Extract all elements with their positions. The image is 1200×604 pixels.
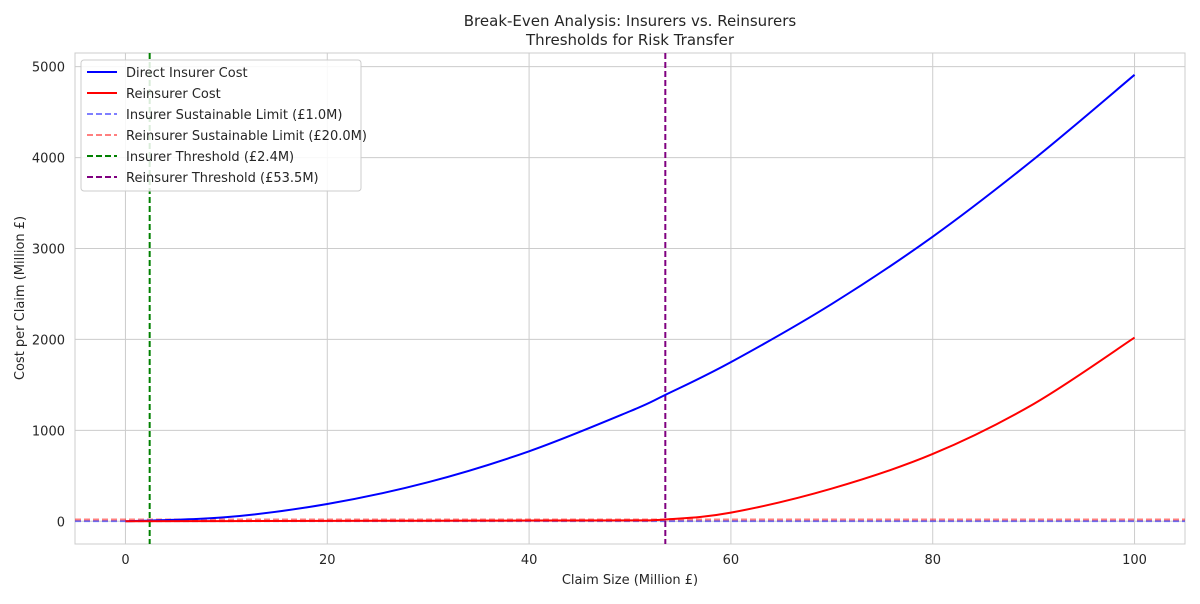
legend-label: Direct Insurer Cost — [126, 66, 248, 81]
x-tick-label: 80 — [924, 553, 941, 568]
x-tick-label: 40 — [521, 553, 538, 568]
y-tick-label: 5000 — [32, 61, 65, 76]
x-axis-label: Claim Size (Million £) — [562, 573, 698, 588]
y-tick-label: 4000 — [32, 152, 65, 167]
y-tick-label: 0 — [57, 515, 65, 530]
legend-label: Insurer Threshold (£2.4M) — [126, 150, 294, 165]
legend-box — [80, 59, 362, 192]
y-tick-label: 1000 — [32, 424, 65, 439]
x-tick-label: 60 — [723, 553, 740, 568]
legend-label: Reinsurer Sustainable Limit (£20.0M) — [126, 129, 367, 144]
y-axis-label: Cost per Claim (Million £) — [13, 216, 28, 380]
legend-label: Reinsurer Cost — [126, 87, 221, 102]
x-tick-label: 0 — [121, 553, 129, 568]
legend-label: Reinsurer Threshold (£53.5M) — [126, 171, 319, 186]
series-line — [125, 336, 1136, 523]
y-tick-label: 2000 — [32, 333, 65, 348]
series-line — [125, 74, 1136, 523]
x-tick-label: 20 — [319, 553, 336, 568]
series-layer — [125, 74, 1136, 523]
x-tick-label: 100 — [1122, 553, 1147, 568]
legend-label: Insurer Sustainable Limit (£1.0M) — [126, 108, 342, 123]
chart-subtitle: Thresholds for Risk Transfer — [525, 31, 735, 49]
y-tick-label: 3000 — [32, 242, 65, 257]
legend: Direct Insurer Cost Reinsurer Cost Insurer… — [80, 59, 367, 192]
chart-title: Break-Even Analysis: Insurers vs. Reinsu… — [464, 12, 797, 30]
